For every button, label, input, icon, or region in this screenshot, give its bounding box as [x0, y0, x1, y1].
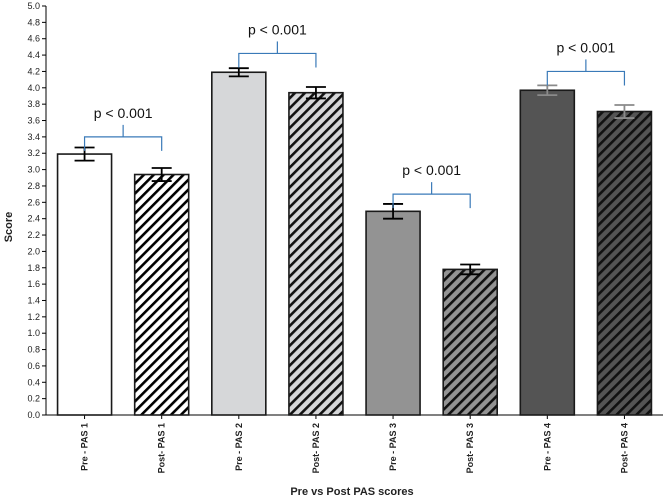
y-tick-label: 3.6	[27, 116, 40, 126]
y-tick-label: 3.4	[27, 132, 40, 142]
y-axis-title: Score	[3, 212, 15, 243]
category-label: Pre - PAS 3	[388, 423, 398, 471]
y-tick-label: 3.0	[27, 165, 40, 175]
y-tick-label: 2.2	[27, 230, 40, 240]
y-tick-label: 1.4	[27, 295, 40, 305]
significance-bracket: p < 0.001	[392, 162, 471, 209]
y-tick-label: 1.8	[27, 263, 40, 273]
y-tick-label: 0.2	[27, 394, 40, 404]
p-value-label: p < 0.001	[94, 105, 153, 121]
bar	[365, 210, 421, 416]
category-label: Pre - PAS 4	[542, 423, 552, 471]
error-bar	[151, 167, 172, 182]
p-value-label: p < 0.001	[402, 162, 461, 178]
bracket-line	[392, 193, 471, 209]
category-label: Post- PAS 4	[619, 423, 629, 473]
bar	[596, 110, 653, 416]
y-tick-label: 4.0	[27, 83, 40, 93]
category-label: Post- PAS 3	[465, 423, 475, 473]
p-value-label: p < 0.001	[556, 39, 615, 55]
y-tick-label: 1.2	[27, 312, 40, 322]
y-tick-label: 3.2	[27, 148, 40, 158]
significance-bracket: p < 0.001	[546, 39, 626, 86]
y-tick-label: 4.4	[27, 50, 40, 60]
x-axis-title: Pre vs Post PAS scores	[290, 486, 413, 498]
y-tick-label: 5.0	[27, 1, 40, 11]
bracket-line	[238, 52, 317, 68]
significance-bracket: p < 0.001	[238, 21, 317, 68]
error-bar	[228, 67, 249, 78]
y-tick-label: 0.8	[27, 345, 40, 355]
bar	[519, 89, 576, 416]
error-bar	[305, 86, 326, 100]
y-tick-label: 3.8	[27, 99, 40, 109]
error-bar	[614, 104, 635, 119]
y-tick-label: 2.6	[27, 197, 40, 207]
y-axis: 0.0 0.2 0.4 0.6 0.8 1.0 1.2 1.4 1.6 1.8 2.0 2.2 2.4 2…	[27, 1, 47, 420]
y-tick-label: 1.6	[27, 279, 40, 289]
p-value-label: p < 0.001	[248, 21, 307, 37]
y-tick-label: 4.6	[27, 34, 40, 44]
bracket-line	[83, 136, 163, 151]
y-tick-label: 4.8	[27, 17, 40, 27]
significance-bracket: p < 0.001	[83, 105, 163, 151]
bar	[211, 71, 267, 416]
bar	[442, 268, 498, 416]
y-tick-label: 2.4	[27, 214, 40, 224]
category-label: Pre - PAS 2	[234, 423, 244, 471]
y-tick-label: 0.6	[27, 361, 40, 371]
bar	[56, 153, 113, 416]
y-tick-label: 1.0	[27, 328, 40, 338]
bars	[56, 71, 653, 416]
category-labels: Pre - PAS 1 Post- PAS 1 Pre - PAS 2 Post- P…	[80, 423, 630, 473]
category-label: Pre - PAS 1	[80, 423, 90, 471]
category-label: Post- PAS 1	[157, 423, 167, 473]
y-tick-label: 0.4	[27, 377, 40, 387]
category-label: Post- PAS 2	[311, 423, 321, 473]
y-tick-label: 2.8	[27, 181, 40, 191]
y-tick-label: 4.2	[27, 66, 40, 76]
y-tick-label: 2.0	[27, 246, 40, 256]
bracket-line	[546, 70, 626, 86]
error-bar	[460, 263, 481, 276]
bar	[133, 173, 190, 416]
significance-brackets: p < 0.001 p < 0.001 p < 0.001 p < 0.001	[83, 21, 626, 209]
bar	[288, 91, 344, 416]
y-tick-label: 0.0	[27, 410, 40, 420]
